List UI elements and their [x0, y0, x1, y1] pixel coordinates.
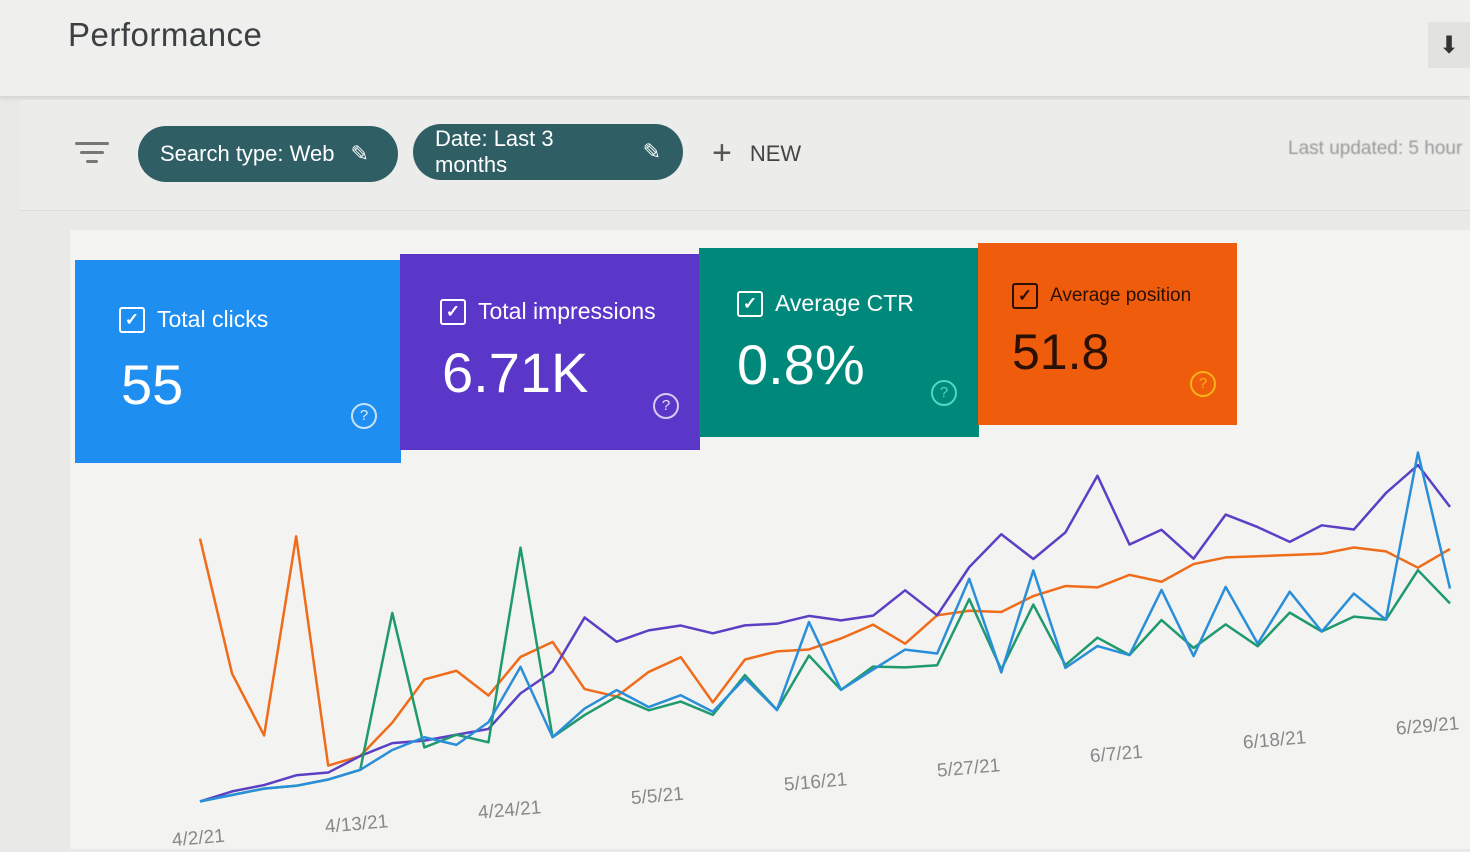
metric-label: Total clicks [157, 306, 269, 332]
last-updated: Last updated: 5 hour [1288, 138, 1463, 159]
metric-card-impressions[interactable]: ✓ Total impressions 6.71K ? [400, 254, 700, 450]
download-icon[interactable]: ⬇ [1428, 22, 1470, 68]
help-icon[interactable]: ? [653, 393, 679, 419]
chip-label: Search type: Web [160, 141, 335, 166]
pencil-icon: ✎ [350, 141, 369, 166]
series-line-ctr [199, 546, 1451, 803]
series-line-impressions [199, 463, 1451, 803]
metric-label: Average position [1050, 285, 1192, 306]
x-tick-label: 5/5/21 [630, 783, 685, 810]
new-filter-button[interactable]: + NEW [712, 134, 801, 173]
series-line-clicks [199, 451, 1452, 803]
x-tick-label: 6/7/21 [1089, 741, 1144, 768]
checkbox-icon[interactable]: ✓ [737, 290, 763, 317]
metric-label: Total impressions [478, 298, 656, 324]
x-tick-label: 4/2/21 [171, 825, 226, 852]
plus-icon: + [712, 134, 732, 172]
date-chip[interactable]: Date: Last 3 months ✎ [413, 124, 683, 180]
page-title: Performance [68, 16, 263, 53]
filter-icon[interactable] [75, 142, 109, 169]
help-icon[interactable]: ? [931, 380, 957, 406]
metric-value: 6.71K [442, 341, 589, 404]
checkbox-icon[interactable]: ✓ [119, 306, 145, 333]
metric-value: 0.8% [737, 333, 865, 396]
metric-value: 51.8 [1012, 324, 1110, 380]
checkbox-icon[interactable]: ✓ [440, 298, 466, 325]
pencil-icon: ✎ [642, 139, 661, 164]
metric-card-clicks[interactable]: ✓ Total clicks 55 ? [75, 260, 401, 463]
metric-value: 55 [121, 353, 184, 416]
new-label: NEW [749, 140, 802, 166]
checkbox-icon[interactable]: ✓ [1012, 283, 1038, 309]
metric-label: Average CTR [775, 290, 914, 316]
search-type-chip[interactable]: Search type: Web ✎ [138, 126, 398, 182]
page-header: Performance ⬇ [0, 0, 1470, 97]
help-icon[interactable]: ? [1190, 371, 1216, 397]
chip-label: Date: Last 3 months [435, 126, 554, 177]
metric-card-position[interactable]: ✓ Average position 51.8 ? [978, 243, 1237, 425]
help-icon[interactable]: ? [351, 403, 377, 429]
metric-card-ctr[interactable]: ✓ Average CTR 0.8% ? [699, 248, 979, 437]
series-line-position [198, 535, 1451, 767]
